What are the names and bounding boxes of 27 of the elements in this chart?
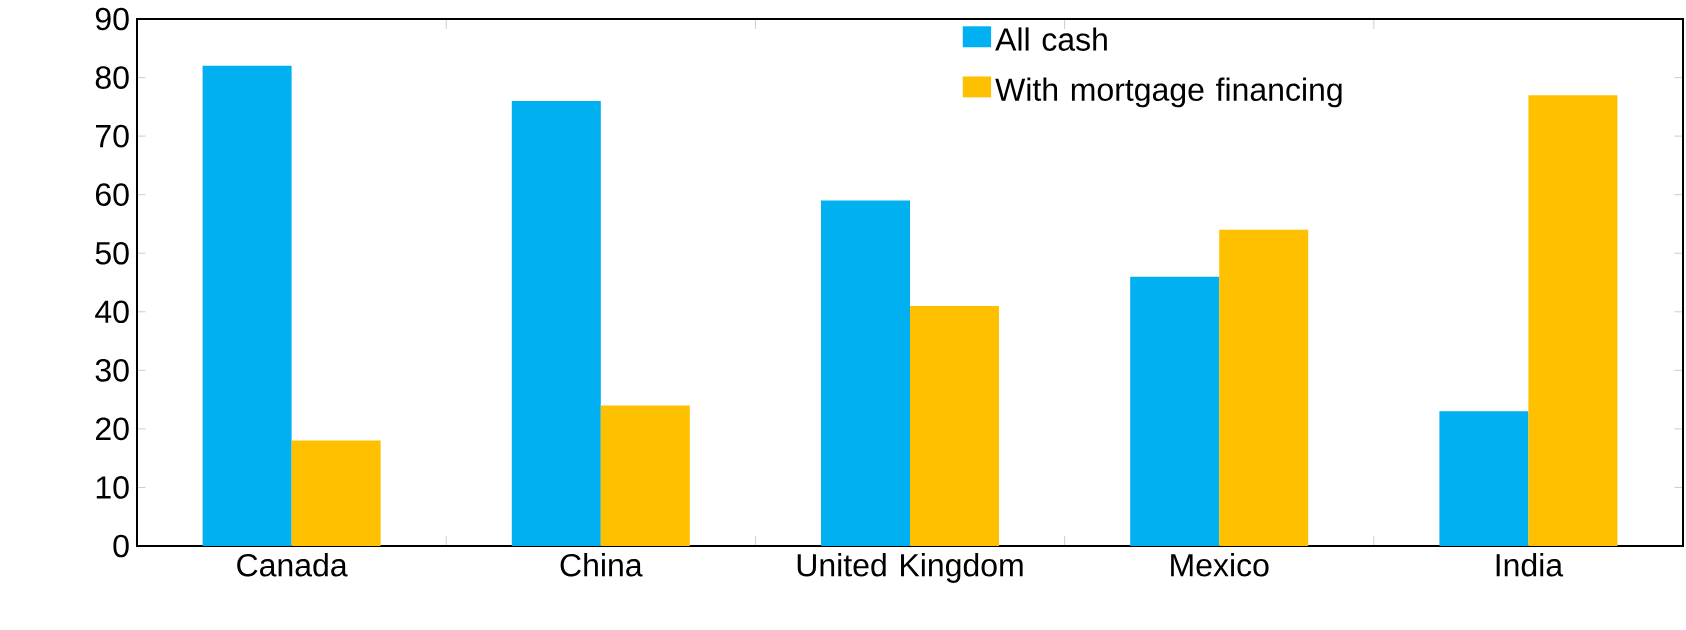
- y-tick-label: 10: [96, 476, 129, 499]
- bar: [202, 65, 292, 546]
- x-tick-label: Mexico: [1171, 553, 1269, 577]
- x-tick-label: Canada: [237, 553, 348, 577]
- y-tick-label: 60: [95, 183, 129, 206]
- bar: [1439, 411, 1529, 546]
- bar: [821, 200, 911, 546]
- bar: [291, 440, 381, 546]
- y-tick-label: 30: [95, 359, 129, 382]
- x-tick-label: China: [560, 553, 643, 577]
- y-tick-label: 90: [95, 7, 129, 31]
- y-tick-label: 80: [95, 66, 129, 89]
- bar: [910, 305, 1000, 546]
- bar: [1130, 276, 1220, 546]
- bar: [1219, 229, 1309, 546]
- y-tick-label: 40: [95, 300, 129, 324]
- y-tick-label: 0: [113, 534, 129, 558]
- bar: [511, 100, 601, 546]
- y-tick-label: 50: [95, 241, 129, 265]
- y-tick-label: 70: [96, 124, 129, 148]
- bar: [1528, 95, 1618, 546]
- x-tick-label: United Kingdom: [797, 553, 1023, 583]
- x-tick-label: India: [1496, 553, 1564, 577]
- legend-label: With mortgage financing: [995, 77, 1342, 108]
- bar: [600, 405, 690, 546]
- y-tick-label: 20: [95, 417, 129, 441]
- legend-label: All cash: [995, 27, 1107, 51]
